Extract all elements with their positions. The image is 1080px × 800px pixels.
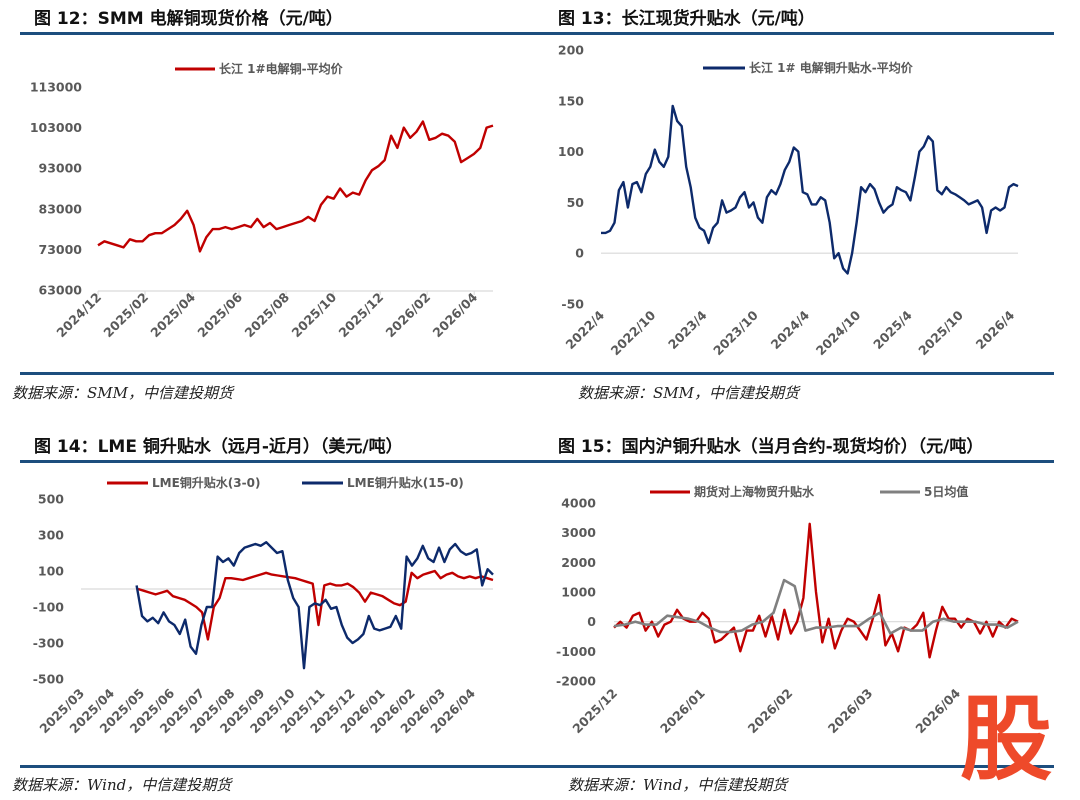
x-tick-label: 2024/10 — [813, 307, 864, 358]
x-tick-label: 2026/02 — [383, 290, 434, 341]
series-line-0 — [137, 569, 494, 641]
x-tick-label: 2022/10 — [608, 307, 659, 358]
x-tick-label: 2025/4 — [870, 307, 915, 352]
y-tick-label: 100 — [38, 564, 64, 579]
y-tick-label: 0 — [575, 246, 584, 261]
y-tick-label: 4000 — [561, 496, 596, 511]
x-tick-label: 2023/10 — [710, 307, 761, 358]
y-tick-label: 3000 — [561, 525, 596, 540]
x-tick-label: 2026/02 — [745, 686, 796, 737]
y-tick-label: 73000 — [39, 242, 83, 257]
y-tick-label: 63000 — [39, 283, 83, 298]
divider — [540, 765, 1054, 768]
x-tick-label: 2025/10 — [288, 289, 339, 340]
divider — [20, 372, 540, 375]
y-tick-label: -300 — [33, 636, 65, 651]
series-line-0 — [97, 120, 494, 253]
y-tick-label: -1000 — [556, 644, 596, 659]
y-tick-label: -100 — [33, 600, 65, 615]
watermark-logo: 股 — [960, 686, 1053, 793]
y-tick-label: 1000 — [561, 585, 596, 600]
x-tick-label: 2025/12 — [336, 290, 387, 341]
x-tick-label: 2025/04 — [147, 289, 198, 340]
y-tick-label: -50 — [561, 297, 584, 312]
y-tick-label: 200 — [558, 43, 584, 58]
legend-label-0: 长江 1#电解铜-平均价 — [219, 61, 344, 76]
y-tick-label: 103000 — [30, 120, 82, 135]
chart-15-title: 图 15：国内沪铜升贴水（当月合约-现货均价）（元/吨） — [558, 437, 984, 457]
divider — [540, 32, 1054, 35]
y-tick-label: 2000 — [561, 555, 596, 570]
x-tick-label: 2025/08 — [241, 290, 292, 341]
divider — [20, 32, 540, 35]
chart-12-title: 图 12：SMM 电解铜现货价格（元/吨） — [34, 9, 343, 29]
legend-label-1: 5日均值 — [924, 484, 968, 499]
chart-15-source: 数据来源：Wind，中信建投期货 — [568, 776, 788, 794]
legend-label-0: 长江 1# 电解铜升贴水-平均价 — [749, 60, 914, 75]
x-tick-label: 2026/04 — [430, 289, 481, 340]
divider — [20, 460, 540, 463]
x-tick-label: 2025/10 — [915, 307, 966, 358]
legend-label-0: LME铜升贴水(3-0) — [152, 475, 260, 490]
y-tick-label: 150 — [558, 93, 584, 108]
x-tick-label: 2023/4 — [665, 307, 710, 352]
chart-14-title: 图 14：LME 铜升贴水（远月-近月）（美元/吨） — [34, 437, 403, 457]
divider — [20, 765, 540, 768]
chart-13-title: 图 13：长江现货升贴水（元/吨） — [558, 9, 815, 29]
y-tick-label: 300 — [38, 528, 64, 543]
y-tick-label: 500 — [38, 492, 64, 507]
x-tick-label: 2022/4 — [563, 307, 608, 352]
divider — [540, 372, 1054, 375]
series-line-1 — [135, 541, 494, 670]
y-tick-label: 93000 — [39, 161, 83, 176]
y-tick-label: 113000 — [30, 80, 82, 95]
x-tick-label: 2026/03 — [825, 686, 876, 737]
x-tick-label: 2026/4 — [973, 307, 1018, 352]
y-tick-label: 83000 — [39, 201, 83, 216]
y-tick-label: 0 — [587, 614, 596, 629]
y-tick-label: 50 — [567, 195, 585, 210]
chart-13-source: 数据来源：SMM，中信建投期货 — [578, 384, 799, 402]
x-tick-label: 2026/04 — [912, 685, 963, 736]
x-tick-label: 2024/4 — [768, 307, 813, 352]
x-tick-label: 2025/02 — [100, 290, 151, 341]
series-line-1 — [613, 578, 1019, 635]
chart-12-source: 数据来源：SMM，中信建投期货 — [12, 384, 233, 402]
legend-label-0: 期货对上海物贸升贴水 — [694, 484, 815, 499]
series-line-0 — [601, 104, 1019, 275]
y-tick-label: -2000 — [556, 674, 596, 689]
y-tick-label: 100 — [558, 144, 584, 159]
x-tick-label: 2025/06 — [194, 289, 245, 340]
series-line-0 — [613, 522, 1019, 659]
x-tick-label: 2025/12 — [569, 686, 620, 737]
legend-label-1: LME铜升贴水(15-0) — [347, 475, 464, 490]
chart-14-source: 数据来源：Wind，中信建投期货 — [12, 776, 232, 794]
y-tick-label: -500 — [33, 672, 65, 687]
divider — [540, 460, 1054, 463]
x-tick-label: 2026/01 — [657, 686, 708, 737]
